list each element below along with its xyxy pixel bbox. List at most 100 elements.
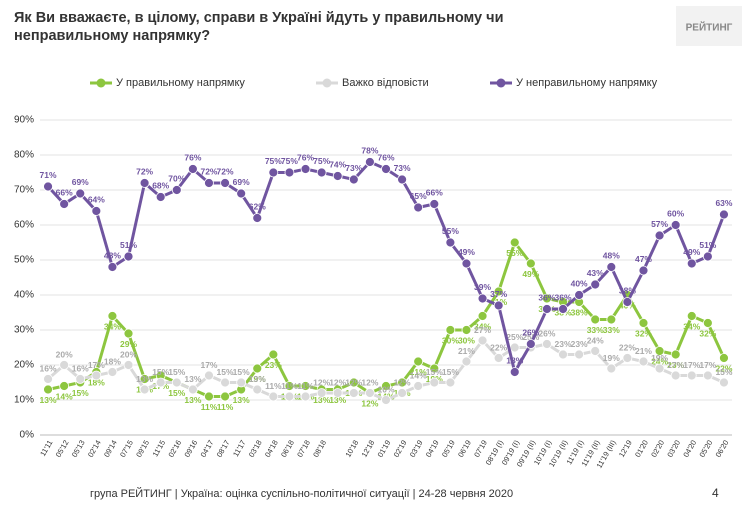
- value-label: 57%: [651, 219, 668, 229]
- point: [43, 384, 53, 395]
- value-label: 55%: [506, 248, 523, 258]
- value-label: 66%: [426, 187, 443, 197]
- value-label: 17%: [683, 360, 700, 370]
- value-label: 21%: [635, 346, 652, 356]
- point: [542, 293, 552, 304]
- x-tick-label: 09'15: [134, 438, 151, 458]
- value-label: 60%: [667, 208, 684, 218]
- value-label: 24%: [587, 335, 604, 345]
- y-tick-label: 80%: [14, 150, 34, 161]
- point: [719, 377, 729, 388]
- point: [381, 381, 391, 391]
- point: [155, 192, 166, 202]
- x-tick-label: 08'18: [311, 438, 328, 458]
- point: [236, 188, 247, 199]
- point: [252, 363, 263, 374]
- legend-label: Важко відповісти: [342, 77, 429, 89]
- point: [284, 391, 295, 402]
- point: [638, 265, 649, 276]
- value-label: 62%: [249, 201, 266, 211]
- point: [461, 258, 472, 269]
- point: [332, 388, 343, 398]
- value-label: 13%: [329, 395, 346, 405]
- point: [107, 311, 118, 321]
- value-label: 15%: [442, 367, 459, 377]
- value-label: 13%: [249, 374, 266, 384]
- point: [204, 370, 214, 381]
- point: [509, 367, 520, 377]
- point: [558, 304, 568, 314]
- value-label: 11%: [281, 381, 298, 391]
- x-tick-label: 01'19: [376, 438, 393, 458]
- value-label: 73%: [394, 163, 411, 173]
- point: [381, 164, 391, 174]
- point: [670, 220, 681, 230]
- y-tick-label: 0%: [20, 430, 35, 441]
- point: [686, 370, 697, 381]
- point: [429, 199, 440, 209]
- point: [332, 171, 343, 181]
- value-label: 65%: [410, 191, 427, 201]
- value-label: 47%: [635, 254, 652, 264]
- value-label: 11%: [265, 381, 282, 391]
- value-label: 21%: [410, 367, 427, 377]
- point: [300, 381, 311, 391]
- x-tick-label: 10'18: [343, 438, 360, 458]
- point: [316, 167, 327, 178]
- point: [220, 377, 230, 388]
- x-tick-label: 04'19: [424, 438, 441, 458]
- value-label: 72%: [136, 166, 153, 176]
- point: [187, 384, 198, 395]
- x-tick-label: 03'20: [665, 438, 682, 458]
- value-label: 19%: [249, 374, 266, 384]
- point: [477, 335, 488, 346]
- value-label: 12%: [329, 377, 346, 387]
- value-label: 34%: [104, 321, 121, 331]
- point: [477, 311, 488, 321]
- value-label: 26%: [538, 328, 555, 338]
- point: [542, 304, 552, 314]
- value-label: 74%: [329, 159, 346, 169]
- point: [445, 325, 456, 335]
- value-label: 18%: [506, 355, 523, 365]
- point: [300, 164, 311, 174]
- point: [204, 391, 214, 402]
- point: [719, 209, 729, 220]
- value-label: 30%: [458, 335, 475, 345]
- point: [107, 367, 118, 377]
- point: [493, 286, 504, 297]
- series-line: [46, 160, 726, 377]
- value-label: 12%: [361, 377, 378, 387]
- point: [654, 346, 665, 356]
- point: [348, 377, 359, 388]
- x-tick-label: 06'18: [279, 438, 296, 458]
- value-label: 36%: [555, 292, 572, 302]
- value-label: 14%: [410, 370, 427, 380]
- point: [365, 157, 375, 167]
- value-label: 72%: [200, 166, 217, 176]
- point: [702, 318, 713, 328]
- point: [638, 356, 649, 367]
- value-label: 25%: [506, 332, 523, 342]
- legend-label: У правильному напрямку: [116, 77, 245, 89]
- value-label: 13%: [313, 395, 330, 405]
- point: [574, 290, 585, 300]
- point: [686, 311, 697, 321]
- point: [155, 377, 166, 388]
- point: [316, 388, 327, 398]
- value-label: 71%: [40, 170, 57, 180]
- point: [75, 374, 86, 384]
- point: [220, 178, 230, 188]
- point: [123, 328, 134, 339]
- point: [397, 388, 407, 398]
- value-label: 25%: [522, 332, 539, 342]
- x-tick-label: 05'12: [54, 438, 71, 458]
- point: [461, 325, 472, 335]
- value-label: 24%: [651, 356, 668, 366]
- y-tick-label: 60%: [14, 220, 34, 231]
- value-label: 26%: [522, 327, 539, 337]
- x-tick-label: 05'19: [440, 438, 457, 458]
- point: [139, 178, 150, 188]
- point: [622, 353, 633, 363]
- point: [638, 318, 649, 328]
